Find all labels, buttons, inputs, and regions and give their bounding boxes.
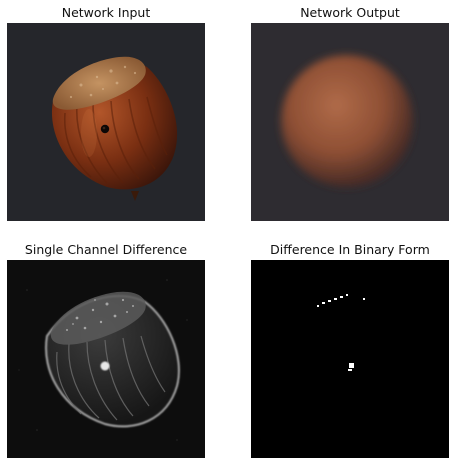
network-input-image bbox=[7, 23, 205, 221]
network-output-image bbox=[251, 23, 449, 221]
single-channel-difference-image bbox=[7, 260, 205, 458]
network-input-title: Network Input bbox=[61, 5, 151, 20]
binary-difference-title: Difference In Binary Form bbox=[270, 242, 430, 257]
single-channel-difference-title: Single Channel Difference bbox=[24, 242, 188, 257]
binary-difference-image bbox=[251, 260, 449, 458]
network-output-title: Network Output bbox=[300, 5, 400, 20]
